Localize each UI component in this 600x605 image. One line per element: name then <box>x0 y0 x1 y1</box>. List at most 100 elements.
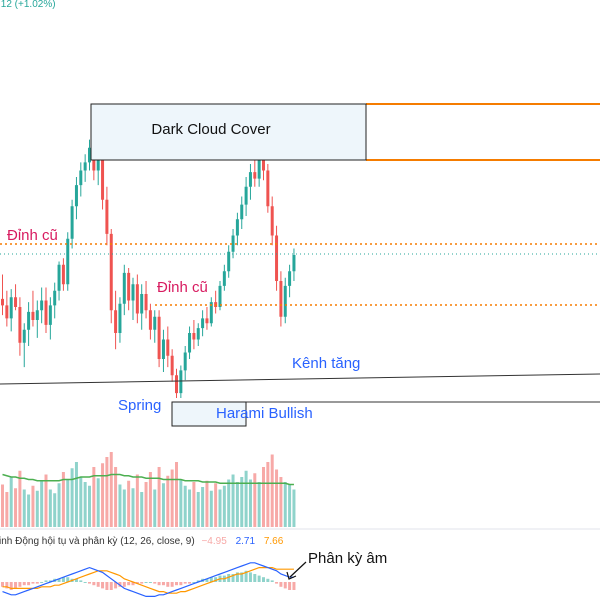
candle-body <box>70 206 74 239</box>
macd-line <box>2 562 294 598</box>
dinh-cu-left-label: Đỉnh cũ <box>7 227 58 244</box>
candle-body <box>279 281 283 317</box>
volume-bar <box>192 482 196 527</box>
macd-hist-bar <box>101 582 105 589</box>
macd-hist-bar <box>248 572 252 582</box>
volume-bar <box>209 490 213 527</box>
volume-bar <box>175 462 178 527</box>
volume-bar <box>61 472 65 527</box>
macd-hist-bar <box>83 582 87 583</box>
candle-body <box>101 152 105 200</box>
candle-body <box>244 186 248 205</box>
volume-bar <box>248 479 252 527</box>
candle-body <box>209 302 213 324</box>
macd-hist-bar <box>292 582 296 590</box>
candle-body <box>57 264 61 291</box>
macd-legend-macd: 2.71 <box>236 536 256 547</box>
candle-body <box>148 310 152 330</box>
volume-bar <box>253 473 257 527</box>
volume-bar <box>140 492 144 527</box>
volume-bar <box>9 477 13 527</box>
candle-body <box>253 172 257 179</box>
volume-bar <box>70 468 74 527</box>
volume-bar <box>48 489 52 527</box>
volume-bar <box>157 467 161 527</box>
volume-bar <box>270 454 274 527</box>
candle-body <box>175 375 178 394</box>
candle-body <box>201 318 205 329</box>
kenh-tang-label: Kênh tăng <box>292 355 360 372</box>
macd-hist-bar <box>227 574 231 582</box>
macd-hist-bar <box>153 582 157 584</box>
macd-hist-bar <box>275 582 279 584</box>
macd-hist-bar <box>166 582 170 587</box>
volume-bar <box>31 485 35 527</box>
volume-bar <box>231 474 235 527</box>
volume-bar <box>214 483 218 527</box>
candles-group <box>1 138 296 398</box>
channel-line-upper <box>0 373 600 385</box>
macd-hist-bar <box>109 582 113 590</box>
macd-hist-bar <box>288 582 292 590</box>
macd-hist-bar <box>79 580 83 582</box>
macd-hist-bar <box>57 578 61 582</box>
macd-hist-bar <box>22 582 26 586</box>
volume-bar <box>279 477 283 527</box>
candle-body <box>227 251 231 272</box>
candle-body <box>140 294 144 314</box>
macd-hist-bar <box>175 582 178 586</box>
phan-ky-arrow <box>289 561 307 578</box>
candle-body <box>231 235 235 252</box>
candle-body <box>179 370 183 394</box>
macd-hist-bar <box>48 580 52 582</box>
macd-group <box>1 562 296 598</box>
macd-hist-bar <box>262 577 265 582</box>
candle-body <box>74 185 78 207</box>
macd-hist-bar <box>148 582 152 583</box>
volume-bar <box>14 488 18 527</box>
candle-body <box>170 355 174 376</box>
volume-bar <box>179 479 183 527</box>
macd-hist-bar <box>240 572 244 582</box>
spring-label: Spring <box>118 397 161 414</box>
phan-ky-arrowhead <box>286 571 297 580</box>
volume-bar <box>5 492 9 527</box>
macd-hist-bar <box>61 577 65 582</box>
candle-body <box>114 310 118 333</box>
volume-bar <box>22 489 26 527</box>
candle-body <box>283 285 287 317</box>
candle-body <box>222 271 226 286</box>
candle-body <box>22 329 26 343</box>
volume-bar <box>183 485 187 527</box>
candle-body <box>270 206 274 236</box>
candle-body <box>218 285 222 307</box>
macd-hist-bar <box>192 582 196 583</box>
volume-bar <box>144 482 148 527</box>
macd-legend-hist: −4.95 <box>201 536 227 547</box>
macd-hist-bar <box>122 582 126 587</box>
volume-bar <box>218 489 222 527</box>
macd-hist-bar <box>188 582 192 584</box>
phan-ky-label: Phân kỳ âm <box>308 550 387 567</box>
volume-bar <box>201 487 205 527</box>
macd-hist-bar <box>35 582 39 584</box>
candle-body <box>240 204 244 220</box>
macd-hist-bar <box>279 582 283 587</box>
macd-hist-bar <box>31 582 35 584</box>
volume-bar <box>262 467 265 527</box>
candle-body <box>40 300 44 311</box>
harami-label: Harami Bullish <box>216 405 313 422</box>
dark-cloud-box <box>90 103 367 161</box>
macd-hist-bar <box>161 582 165 586</box>
volume-bar <box>292 489 296 527</box>
candle-body <box>48 305 52 325</box>
candle-body <box>183 352 187 371</box>
volume-bar <box>153 489 157 527</box>
volume-bar <box>57 483 61 527</box>
candle-body <box>157 316 161 359</box>
volume-bar <box>122 489 126 527</box>
candle-body <box>27 311 31 330</box>
volume-bar <box>96 478 100 527</box>
volume-bar <box>188 489 192 527</box>
